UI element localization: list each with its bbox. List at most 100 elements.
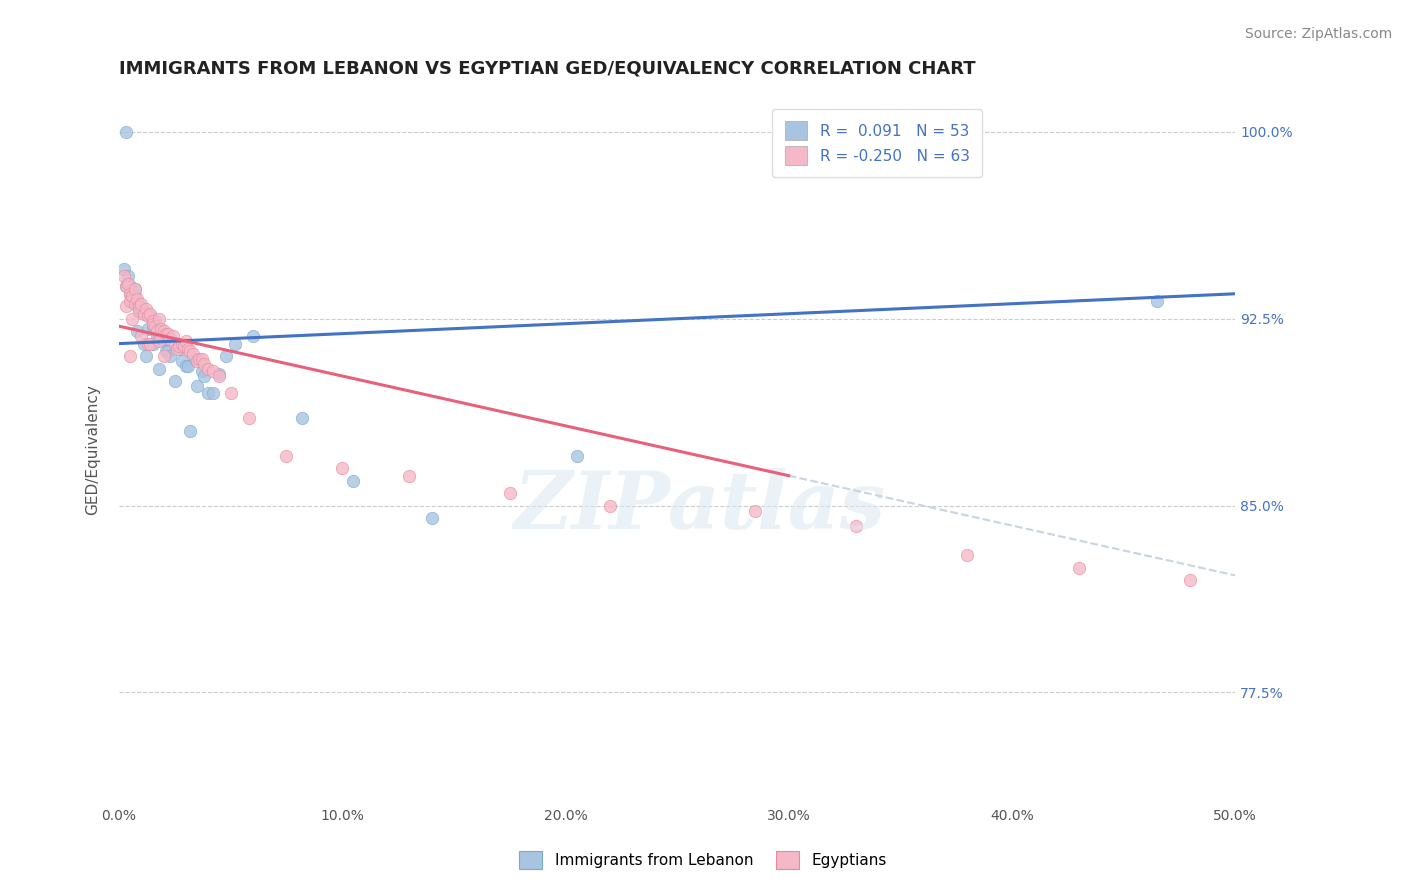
- Point: [132, 307, 155, 321]
- Point: [139, 309, 162, 323]
- Point: [135, 301, 157, 316]
- Point: [114, 279, 136, 293]
- Point: [174, 359, 197, 373]
- Point: [125, 324, 148, 338]
- Point: [131, 297, 153, 311]
- Point: [744, 503, 766, 517]
- Point: [150, 321, 173, 335]
- Legend: R =  0.091   N = 53, R = -0.250   N = 63: R = 0.091 N = 53, R = -0.250 N = 63: [772, 109, 981, 177]
- Point: [136, 321, 159, 335]
- Point: [112, 261, 135, 276]
- Point: [170, 354, 193, 368]
- Point: [135, 307, 157, 321]
- Text: Source: ZipAtlas.com: Source: ZipAtlas.com: [1244, 27, 1392, 41]
- Point: [136, 309, 159, 323]
- Point: [177, 342, 200, 356]
- Point: [114, 125, 136, 139]
- Point: [150, 332, 173, 346]
- Point: [174, 334, 197, 348]
- Point: [159, 349, 181, 363]
- Point: [139, 336, 162, 351]
- Point: [128, 304, 150, 318]
- Point: [238, 411, 260, 425]
- Point: [188, 351, 211, 366]
- Point: [162, 329, 184, 343]
- Point: [208, 369, 231, 384]
- Point: [224, 336, 246, 351]
- Point: [124, 289, 146, 303]
- Point: [169, 339, 191, 353]
- Point: [121, 311, 143, 326]
- Point: [124, 282, 146, 296]
- Point: [143, 319, 166, 334]
- Point: [157, 326, 180, 341]
- Point: [190, 364, 212, 378]
- Point: [1180, 574, 1202, 588]
- Point: [121, 294, 143, 309]
- Point: [120, 294, 142, 309]
- Point: [215, 349, 238, 363]
- Point: [291, 411, 314, 425]
- Point: [186, 379, 208, 393]
- Point: [1146, 294, 1168, 309]
- Point: [124, 297, 146, 311]
- Point: [845, 518, 868, 533]
- Point: [114, 279, 136, 293]
- Point: [121, 285, 143, 299]
- Point: [208, 367, 231, 381]
- Point: [420, 511, 443, 525]
- Point: [166, 342, 188, 356]
- Point: [219, 386, 242, 401]
- Point: [152, 334, 174, 348]
- Point: [148, 361, 170, 376]
- Point: [190, 351, 212, 366]
- Point: [184, 351, 207, 366]
- Point: [128, 301, 150, 316]
- Point: [242, 329, 264, 343]
- Point: [124, 282, 146, 296]
- Point: [139, 307, 162, 321]
- Point: [163, 336, 186, 351]
- Point: [128, 299, 150, 313]
- Point: [121, 289, 143, 303]
- Point: [136, 336, 159, 351]
- Point: [120, 286, 142, 301]
- Point: [141, 317, 163, 331]
- Point: [179, 424, 201, 438]
- Point: [141, 319, 163, 334]
- Text: IMMIGRANTS FROM LEBANON VS EGYPTIAN GED/EQUIVALENCY CORRELATION CHART: IMMIGRANTS FROM LEBANON VS EGYPTIAN GED/…: [120, 60, 976, 78]
- Point: [166, 339, 188, 353]
- Point: [498, 486, 520, 500]
- Point: [128, 299, 150, 313]
- Point: [112, 269, 135, 284]
- Point: [197, 361, 219, 376]
- Point: [117, 277, 139, 291]
- Point: [276, 449, 298, 463]
- Point: [163, 374, 186, 388]
- Point: [148, 334, 170, 348]
- Point: [148, 311, 170, 326]
- Point: [146, 324, 169, 338]
- Point: [120, 286, 142, 301]
- Point: [155, 344, 177, 359]
- Point: [159, 332, 181, 346]
- Point: [157, 344, 180, 359]
- Point: [131, 301, 153, 316]
- Point: [201, 386, 224, 401]
- Point: [132, 336, 155, 351]
- Point: [146, 329, 169, 343]
- Point: [186, 354, 208, 368]
- Point: [152, 324, 174, 338]
- Point: [117, 269, 139, 284]
- Point: [565, 449, 588, 463]
- Point: [125, 292, 148, 306]
- Point: [152, 349, 174, 363]
- Point: [120, 279, 142, 293]
- Point: [120, 349, 142, 363]
- Point: [179, 344, 201, 359]
- Point: [173, 339, 195, 353]
- Point: [135, 349, 157, 363]
- Point: [170, 336, 193, 351]
- Point: [201, 364, 224, 378]
- Point: [193, 369, 215, 384]
